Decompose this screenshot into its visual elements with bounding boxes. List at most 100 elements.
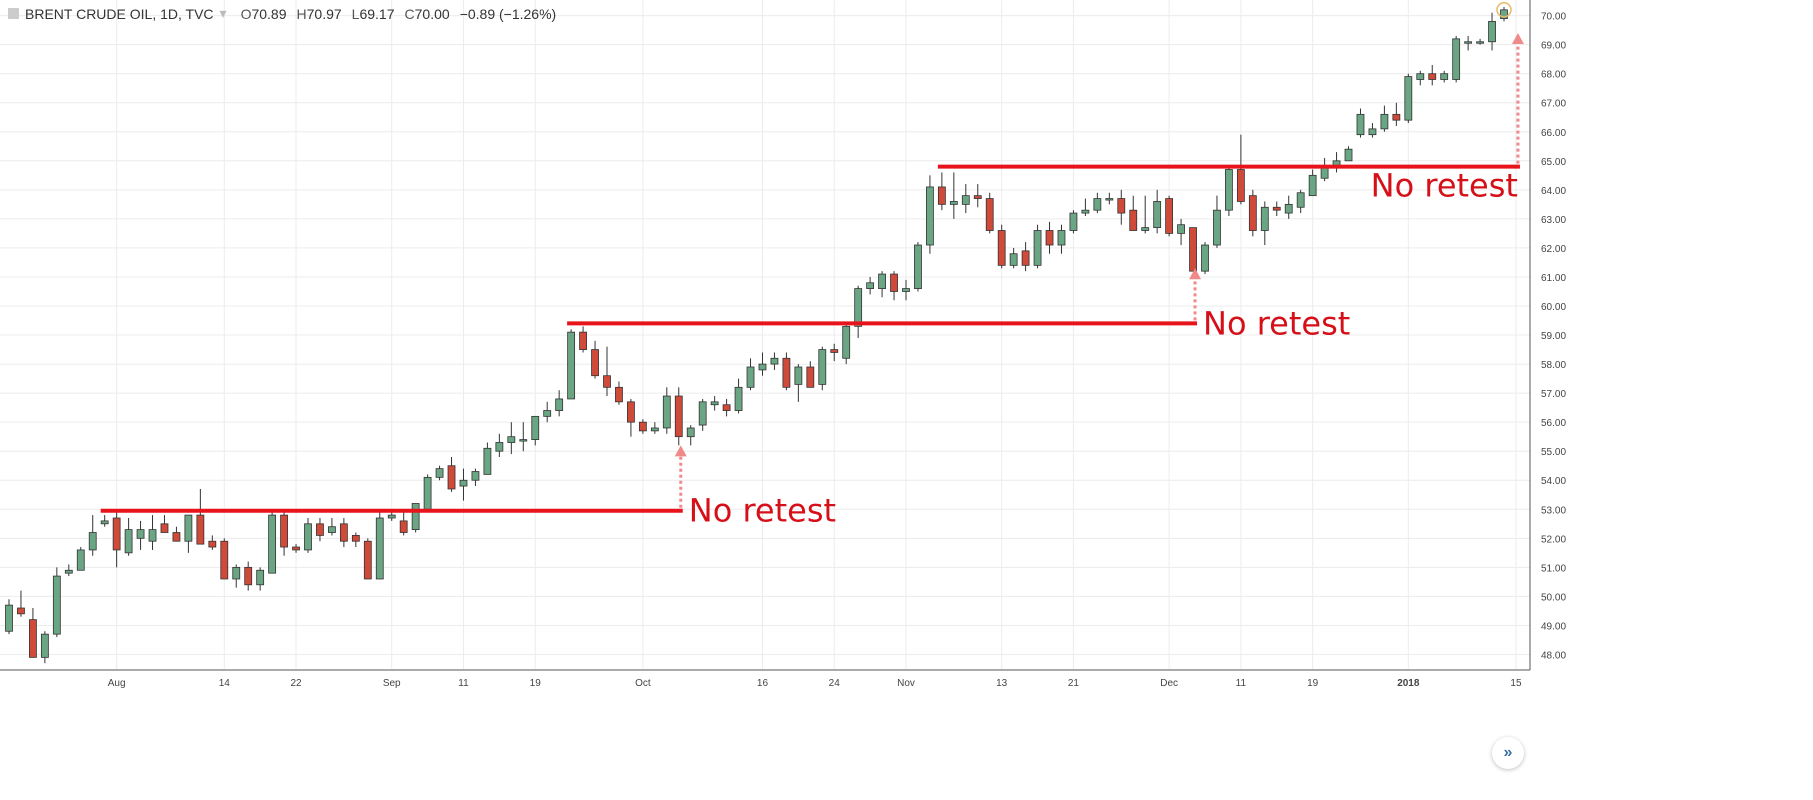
candle	[447, 457, 456, 492]
candle-body-up	[411, 503, 420, 531]
candle-body-up	[435, 468, 444, 478]
candle-body-up	[1356, 113, 1365, 136]
y-tick-label: 62.00	[1541, 244, 1566, 255]
x-tick-label: 16	[757, 678, 769, 689]
candle-body-up	[1225, 169, 1233, 211]
candle	[495, 433, 504, 458]
candle-body-up	[495, 442, 504, 452]
y-tick-label: 69.00	[1541, 41, 1566, 52]
candle-body-up	[40, 633, 49, 658]
candle-body-down	[579, 331, 587, 350]
candle-body-up	[1009, 253, 1018, 266]
candle	[232, 564, 241, 588]
candle	[1225, 166, 1233, 216]
y-tick-label: 58.00	[1541, 360, 1566, 371]
candle-body-down	[316, 523, 324, 536]
candle	[638, 419, 647, 434]
candle	[902, 279, 910, 301]
candle	[1189, 227, 1197, 272]
candle	[280, 512, 288, 556]
candle	[160, 515, 169, 533]
candle-body-down	[208, 540, 217, 548]
candle-body-down	[160, 523, 169, 533]
y-tick-label: 56.00	[1541, 418, 1566, 429]
x-tick-label: Oct	[635, 678, 651, 689]
x-tick-label: 19	[1307, 678, 1319, 689]
x-tick-label: 22	[290, 678, 302, 689]
candle	[29, 608, 37, 658]
candle-body-up	[794, 366, 803, 385]
candle	[339, 517, 348, 548]
scroll-to-realtime-button[interactable]: »	[1492, 737, 1524, 769]
candle-body-up	[818, 349, 827, 385]
open-value: 70.89	[251, 5, 287, 22]
candle-body-up	[1464, 41, 1473, 44]
candle	[949, 172, 958, 219]
candle-body-up	[1476, 41, 1484, 44]
candle-body-down	[280, 514, 288, 548]
candle	[1141, 195, 1150, 234]
candle	[1201, 242, 1209, 275]
x-tick-label: Dec	[1160, 678, 1178, 689]
candle-body-up	[1093, 198, 1102, 211]
candle	[1165, 195, 1174, 237]
candle	[1009, 247, 1018, 269]
candle	[806, 361, 815, 388]
candle	[1332, 152, 1341, 173]
change-value: −0.89 (−1.26%)	[459, 5, 557, 22]
candle-body-down	[973, 195, 982, 199]
candle-body-up	[387, 514, 396, 519]
candle-body-down	[674, 395, 683, 438]
candle	[1177, 218, 1185, 246]
candle-body-up	[1440, 73, 1449, 80]
candle-body-up	[746, 366, 755, 388]
candle-body-down	[1129, 209, 1138, 231]
candle	[985, 192, 994, 234]
candle	[100, 515, 109, 527]
candle	[567, 329, 576, 400]
candle	[1416, 70, 1425, 86]
candle	[52, 567, 61, 638]
x-tick-label: Aug	[108, 678, 126, 689]
candle-body-up	[232, 566, 241, 580]
x-tick-label: 11	[1236, 678, 1247, 689]
arrow-head	[1511, 33, 1524, 45]
candle	[1440, 70, 1449, 83]
candle-body-up	[507, 436, 516, 443]
x-tick-label: 19	[530, 678, 542, 689]
dropdown-icon[interactable]: ▾	[219, 5, 227, 21]
candle	[5, 599, 13, 635]
candle-body-up	[52, 575, 61, 635]
candle-body-up	[184, 514, 193, 542]
candle	[1081, 198, 1090, 216]
candle-body-up	[88, 532, 97, 551]
candle	[1500, 6, 1508, 22]
candle-body-up	[758, 363, 767, 371]
candle	[1129, 195, 1138, 231]
candle-body-down	[1117, 198, 1126, 214]
y-tick-label: 70.00	[1541, 12, 1566, 23]
candle	[363, 538, 372, 580]
candle	[531, 415, 540, 446]
candle-body-down	[985, 198, 994, 231]
candle-body-down	[1428, 73, 1437, 80]
candle-body-up	[531, 415, 540, 440]
candle-body-up	[1416, 73, 1425, 80]
candle	[1452, 35, 1461, 83]
candle	[256, 567, 265, 591]
y-tick-label: 57.00	[1541, 389, 1566, 400]
candle	[890, 271, 898, 301]
candle-body-down	[1236, 169, 1245, 202]
candle-body-up	[555, 398, 564, 411]
candle	[268, 512, 277, 574]
candle	[914, 242, 922, 292]
candle	[387, 512, 396, 521]
candle	[1272, 201, 1281, 216]
candle-body-up	[842, 325, 851, 359]
candle	[1356, 108, 1365, 138]
candle-body-up	[423, 476, 432, 510]
candle-body-up	[1368, 128, 1377, 136]
candle-body-up	[866, 282, 875, 289]
candle-body-up	[1105, 198, 1114, 201]
